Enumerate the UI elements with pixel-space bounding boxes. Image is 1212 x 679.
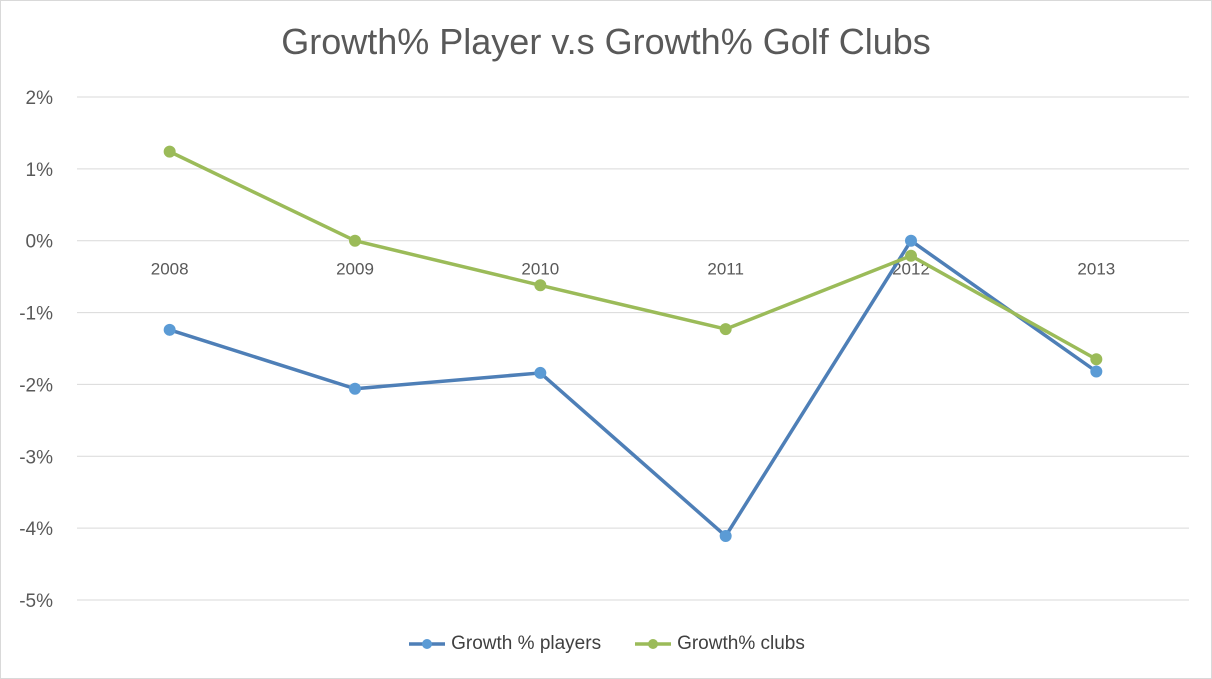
data-point — [349, 382, 361, 395]
legend-label: Growth % players — [451, 633, 602, 654]
data-point — [905, 234, 917, 247]
y-tick-label: 0% — [26, 232, 54, 253]
x-category-label: 2010 — [521, 260, 559, 279]
data-point — [534, 366, 547, 379]
series-line-1 — [167, 149, 1099, 362]
data-point — [349, 234, 361, 247]
data-point — [1090, 353, 1103, 366]
y-tick-label: -3% — [19, 447, 53, 468]
legend-item: Growth % players — [407, 633, 601, 655]
data-point — [719, 323, 732, 336]
data-point — [163, 145, 176, 158]
x-category-label: 2008 — [151, 260, 189, 279]
data-point — [905, 249, 917, 262]
x-category-label: 2011 — [707, 260, 744, 279]
y-tick-label: -5% — [19, 591, 53, 612]
x-category-label: 2009 — [336, 260, 374, 279]
y-tick-label: -1% — [19, 304, 53, 325]
x-category-label: 2013 — [1077, 260, 1115, 279]
legend-swatch — [635, 639, 672, 649]
legend-item: Growth% clubs — [633, 633, 805, 655]
x-category-label: 2012 — [892, 260, 930, 279]
y-tick-label: 1% — [26, 160, 54, 181]
y-tick-label: -4% — [19, 519, 53, 540]
y-tick-label: -2% — [19, 375, 53, 396]
y-tick-label: 2% — [26, 88, 54, 109]
series-line-0 — [167, 238, 1099, 538]
data-point — [719, 530, 732, 543]
legend-swatch — [409, 639, 446, 649]
data-point — [1090, 365, 1103, 378]
data-point — [163, 323, 176, 336]
legend-label: Growth% clubs — [677, 633, 805, 654]
legend: Growth % players Growth% clubs — [1, 633, 1211, 655]
data-point — [534, 279, 547, 292]
chart-title: Growth% Player v.s Growth% Golf Clubs — [281, 21, 931, 62]
